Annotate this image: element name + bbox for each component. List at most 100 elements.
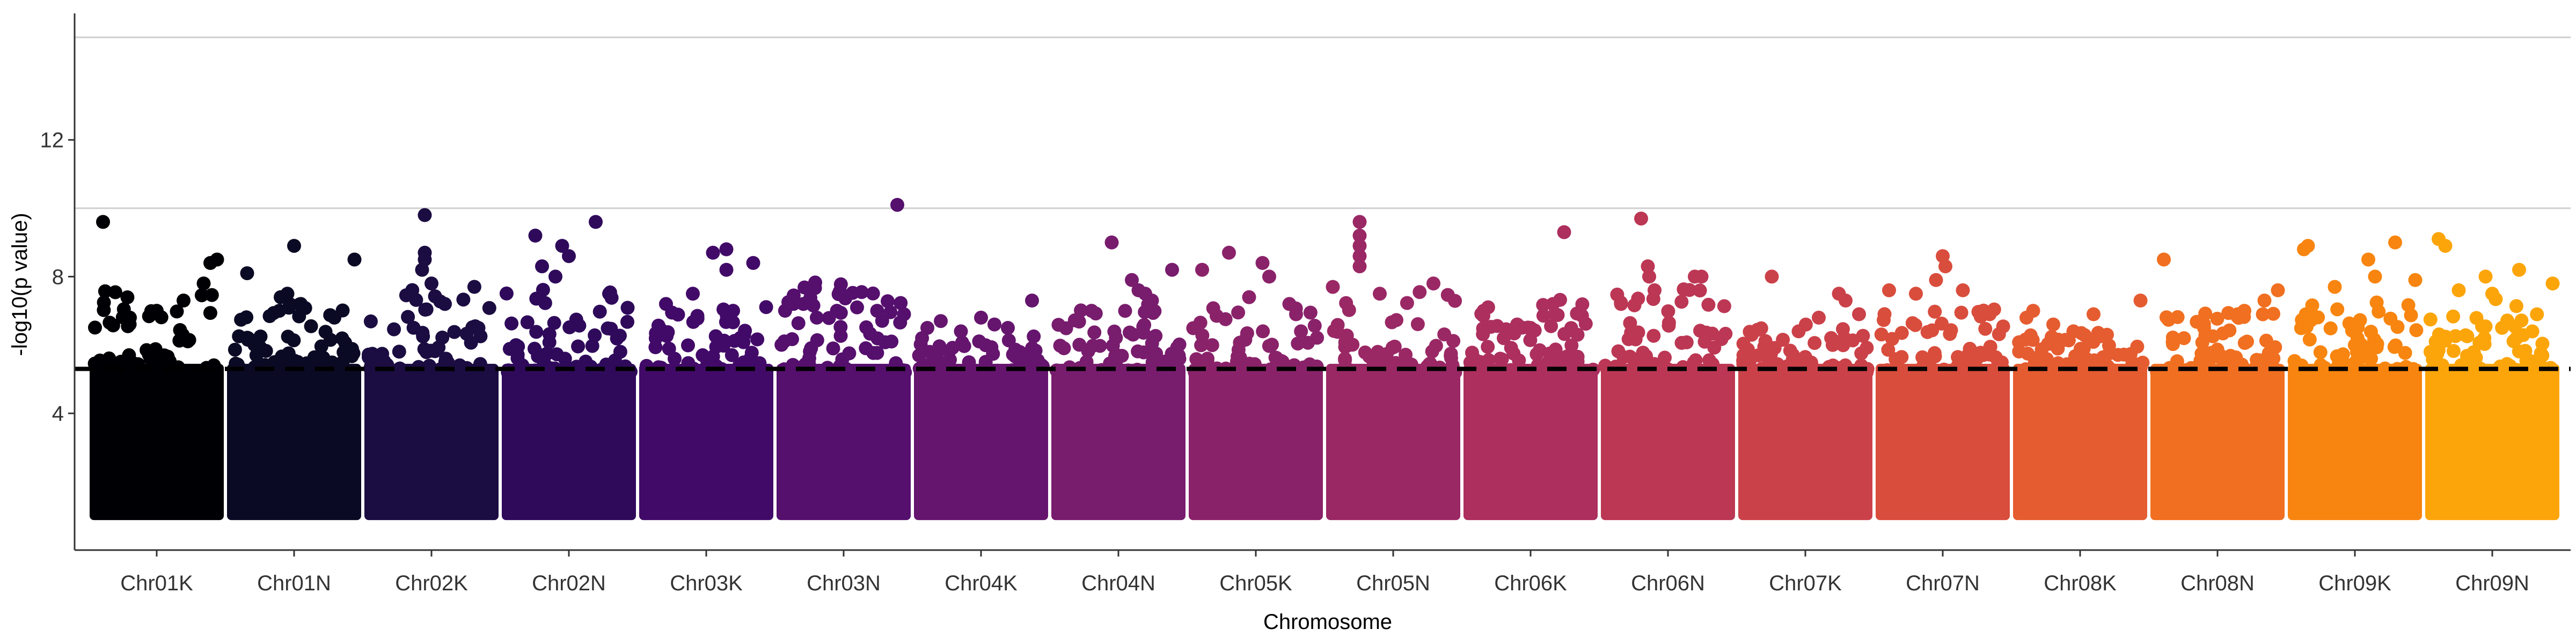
point [740, 355, 754, 369]
peak-point [920, 321, 934, 335]
point [415, 326, 430, 340]
point [1982, 347, 1997, 362]
point [2166, 337, 2180, 352]
point [2383, 311, 2398, 326]
point [1536, 309, 1550, 323]
point [1440, 288, 1455, 302]
x-tick-label: Chr05K [1219, 572, 1292, 595]
point [459, 326, 474, 341]
point [417, 342, 431, 356]
peak-point [890, 197, 904, 212]
point [2250, 353, 2264, 367]
point [1992, 327, 2006, 341]
point [2190, 364, 2204, 379]
point [2401, 298, 2416, 312]
point [259, 343, 273, 358]
point [428, 289, 442, 304]
point [1136, 319, 1151, 334]
point [1413, 285, 1427, 299]
point [833, 328, 848, 343]
peak-point [96, 215, 110, 229]
peak-point [1426, 276, 1440, 291]
point [1087, 325, 1102, 340]
point [272, 304, 287, 318]
peak-point [2361, 252, 2375, 267]
point [1674, 335, 1689, 350]
point [2409, 323, 2424, 338]
point [399, 288, 413, 303]
point [604, 321, 618, 336]
point-cloud-chr03k [639, 363, 773, 521]
point [1523, 333, 1538, 347]
point [1008, 342, 1022, 357]
peak-point [425, 276, 438, 291]
point-cloud-chr05n [1326, 363, 1460, 521]
point [2102, 338, 2116, 353]
point [97, 295, 111, 310]
point [2460, 329, 2475, 343]
peak-point [987, 317, 1001, 332]
point [1231, 349, 1245, 364]
point-cloud-chr07n [1876, 363, 2010, 521]
point [467, 280, 481, 294]
point [170, 304, 184, 319]
point [1355, 364, 1370, 379]
point [925, 364, 939, 379]
point [1051, 318, 1066, 332]
peak-point [1956, 283, 1970, 297]
peak-point [726, 304, 740, 318]
point [690, 309, 705, 323]
point [122, 348, 136, 362]
point [160, 349, 175, 364]
series-chr09k [2287, 235, 2424, 521]
point [2367, 332, 2381, 347]
point [1481, 340, 1495, 354]
point [1564, 338, 1579, 353]
peak-point [1745, 327, 1759, 342]
point [439, 352, 453, 366]
series-chr03k [639, 242, 774, 521]
point [1705, 326, 1719, 341]
point [624, 364, 638, 379]
peak-point [150, 304, 164, 318]
peak-point [2157, 252, 2171, 267]
point-cloud-chr08n [2150, 363, 2285, 521]
point-cloud-chr09n [2425, 363, 2559, 521]
point [2107, 364, 2122, 378]
peak-point [2087, 307, 2101, 321]
point [281, 346, 296, 361]
point [1512, 353, 1526, 368]
point [1661, 304, 1675, 318]
peak-point [1326, 280, 1340, 294]
point [1928, 304, 1942, 319]
point [203, 306, 217, 320]
peak-point [555, 239, 569, 253]
point [1532, 343, 1547, 357]
point [1894, 326, 1909, 340]
point [2388, 338, 2403, 353]
point [2305, 298, 2319, 312]
point-cloud-chr04n [1051, 363, 1185, 521]
point [1825, 338, 1840, 352]
point [1362, 349, 1377, 364]
peak-point [418, 208, 432, 222]
point [883, 305, 898, 319]
x-tick-label: Chr01N [257, 572, 331, 595]
point [2302, 332, 2317, 347]
point [550, 347, 564, 362]
peak-point [1195, 262, 1209, 277]
peak-point [1882, 283, 1896, 297]
point [750, 332, 765, 347]
peak-point [1352, 215, 1367, 229]
point [1238, 333, 1253, 347]
point [2240, 334, 2254, 349]
peak-point [1085, 304, 1099, 318]
peak-point [2368, 269, 2382, 284]
point [588, 328, 602, 342]
point [1301, 335, 1315, 350]
point [363, 314, 378, 328]
peak-point [123, 310, 137, 325]
peak-point [1812, 310, 1826, 325]
point [1674, 295, 1689, 309]
point-cloud-chr09k [2288, 363, 2422, 521]
